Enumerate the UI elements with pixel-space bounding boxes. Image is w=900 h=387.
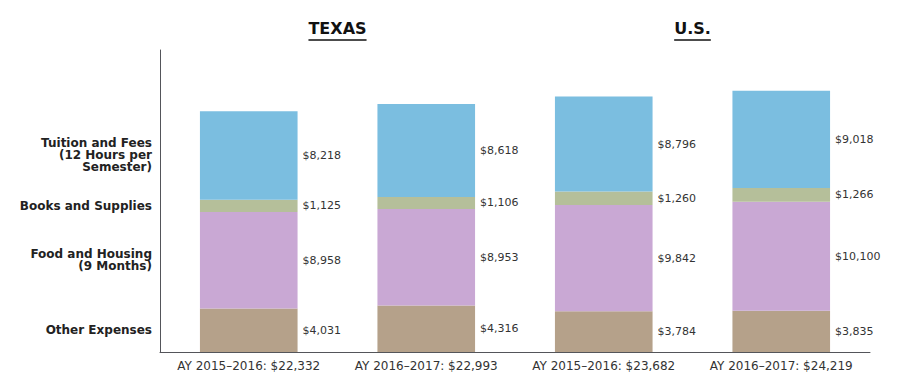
svg-text:$8,618: $8,618 (480, 144, 519, 157)
svg-text:$10,100: $10,100 (835, 250, 881, 263)
svg-text:$1,125: $1,125 (303, 199, 342, 212)
svg-text:AY 2016–2017: $22,993: AY 2016–2017: $22,993 (355, 359, 498, 373)
svg-text:$8,958: $8,958 (303, 254, 342, 267)
svg-text:Semester): Semester) (82, 160, 152, 174)
svg-text:Books and Supplies: Books and Supplies (20, 199, 152, 213)
svg-text:$1,266: $1,266 (835, 188, 874, 201)
svg-text:Other Expenses: Other Expenses (46, 323, 152, 337)
svg-text:$1,260: $1,260 (658, 192, 697, 205)
svg-text:$4,316: $4,316 (480, 322, 519, 335)
svg-text:AY 2015–2016: $22,332: AY 2015–2016: $22,332 (177, 359, 320, 373)
svg-text:Food and Housing: Food and Housing (30, 247, 152, 262)
svg-text:$9,842: $9,842 (658, 252, 697, 265)
svg-text:Tuition and Fees: Tuition and Fees (41, 136, 152, 151)
svg-text:U.S.: U.S. (674, 19, 711, 38)
svg-text:AY 2015–2016: $23,682: AY 2015–2016: $23,682 (532, 359, 675, 373)
svg-text:TEXAS: TEXAS (308, 19, 366, 38)
svg-text:$4,031: $4,031 (303, 324, 342, 337)
svg-text:(9 Months): (9 Months) (78, 259, 152, 273)
svg-text:$9,018: $9,018 (835, 133, 874, 146)
svg-text:$3,835: $3,835 (835, 325, 874, 338)
svg-text:AY 2016–2017: $24,219: AY 2016–2017: $24,219 (710, 359, 853, 373)
svg-text:$8,953: $8,953 (480, 251, 519, 264)
svg-text:$1,106: $1,106 (480, 196, 519, 209)
svg-text:$3,784: $3,784 (658, 325, 697, 338)
svg-text:(12 Hours per: (12 Hours per (58, 148, 152, 163)
svg-text:$8,796: $8,796 (658, 138, 697, 151)
svg-text:$8,218: $8,218 (303, 149, 342, 162)
